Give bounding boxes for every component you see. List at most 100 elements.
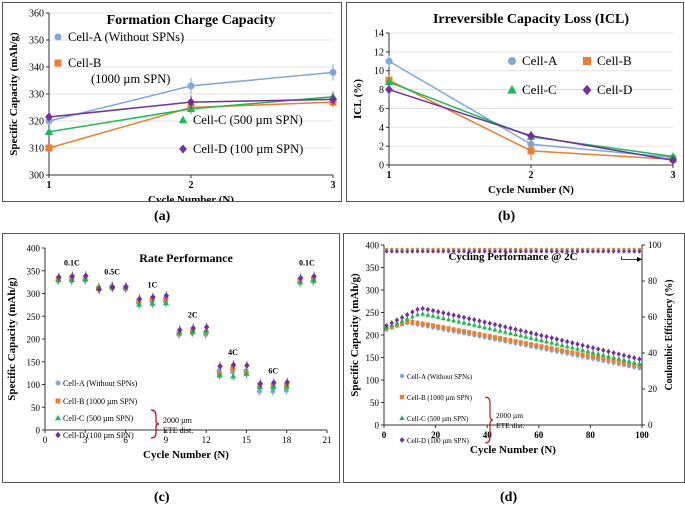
x-tick-label: 6: [123, 435, 128, 445]
legend: Cell-A Cell-B Cell-C Cell-D: [507, 53, 632, 97]
data-point: [595, 346, 601, 352]
data-point: [123, 283, 129, 290]
y-tick-label: 0: [375, 421, 380, 431]
data-point: [497, 328, 503, 333]
x-tick-label: 9: [164, 435, 169, 445]
data-point: [472, 317, 477, 323]
ce-arrowhead: [637, 256, 642, 262]
data-point: [487, 320, 492, 326]
data-point: [544, 339, 549, 344]
legend-marker: [55, 380, 61, 386]
legend-entry: Cell-A: [522, 53, 558, 68]
data-point: [637, 356, 642, 362]
data-point: [244, 362, 250, 369]
data-point: [564, 343, 570, 349]
data-point: [497, 323, 503, 329]
ce-point: [436, 249, 440, 254]
data-point: [271, 379, 277, 386]
data-point: [621, 352, 627, 358]
panel-formation-capacity: 300 310 320 330 340 350 360 1 2 3 Formation Charge…: [2, 2, 342, 206]
data-point: [580, 352, 585, 357]
data-point: [616, 351, 621, 357]
legend-marker: [399, 373, 405, 379]
data-point: [503, 324, 508, 330]
data-point: [595, 351, 601, 356]
x-tick-label: 3: [331, 180, 336, 191]
y-tick-label: 2: [379, 142, 384, 153]
ce-point: [575, 249, 580, 254]
y-tick-label: 50: [31, 403, 41, 413]
legend-note: 2000 µm: [496, 411, 523, 420]
data-point: [626, 358, 632, 363]
ce-point: [451, 249, 456, 254]
data-point: [284, 378, 290, 386]
rate-label: 0.1C: [64, 258, 80, 267]
x-tick-label: 20: [431, 430, 441, 440]
series-4: [45, 94, 337, 122]
y2-tick-label: 0: [648, 420, 653, 430]
y-tick-label: 12: [374, 47, 384, 58]
x-tick-label: 60: [534, 430, 544, 440]
y-tick-label: 10: [374, 66, 384, 77]
ce-point: [477, 249, 482, 254]
data-point: [440, 315, 446, 320]
data-point: [451, 327, 456, 332]
series-4: [56, 271, 317, 389]
data-point: [570, 340, 575, 346]
ce-point: [462, 249, 466, 254]
data-point: [518, 333, 524, 338]
data-point: [217, 363, 223, 370]
data-point: [425, 306, 431, 313]
legend-marker: [399, 394, 405, 400]
data-point: [565, 349, 570, 354]
x-axis-label: Cycle Number (N): [143, 449, 229, 461]
data-point: [149, 300, 156, 306]
legend-entry: Cell-B (1000 µm SPN): [63, 397, 138, 406]
legend-entry: Cell-A (Without SPNs): [63, 379, 138, 388]
data-point: [523, 341, 528, 346]
data-point: [297, 274, 304, 282]
data-point: [409, 314, 415, 319]
x-axis-label: Cycle Number (N): [470, 444, 556, 456]
series-4: [385, 83, 677, 165]
data-point: [177, 326, 183, 334]
data-point: [590, 354, 595, 359]
data-point: [527, 131, 535, 141]
y-tick-label: 8: [379, 85, 384, 96]
data-point: [456, 319, 462, 324]
data-point: [96, 286, 102, 293]
data-point: [467, 330, 472, 335]
y2-tick-label: 20: [648, 384, 658, 394]
data-point: [482, 319, 487, 325]
legend-entry: Cell-D (100 µm SPN): [193, 142, 303, 156]
y-axis-label: Specific Capacity (mAh/g): [6, 277, 18, 401]
y-tick-label: 50: [370, 398, 380, 408]
data-point: [554, 336, 560, 342]
data-point: [513, 331, 518, 337]
y2-tick-label: 40: [648, 348, 658, 358]
y-tick-label: 300: [27, 289, 41, 299]
series-1: [384, 320, 642, 371]
y-tick-label: 350: [366, 263, 380, 273]
data-point: [230, 361, 237, 369]
ce-point: [534, 249, 538, 254]
data-point: [502, 329, 508, 334]
legend-marker: [54, 33, 62, 41]
legend-marker: [179, 144, 187, 154]
data-point: [466, 316, 472, 322]
x-axis-label: Cycle Number (N): [148, 194, 234, 201]
data-point: [601, 347, 606, 353]
data-point: [451, 312, 456, 318]
data-point: [575, 346, 580, 351]
ce-point: [503, 249, 508, 254]
ce-point: [467, 249, 471, 254]
x-tick-label: 100: [635, 430, 649, 440]
legend-bracket: [484, 396, 494, 444]
data-point: [415, 306, 420, 312]
panel-rate-performance: 0 50 100 150 200 250 300 350 400 0 3 6 9 12 15 18 21 Rate…: [2, 233, 340, 483]
ce-point: [580, 249, 585, 254]
y-tick-label: 4: [379, 123, 384, 134]
legend-entry: Cell-A (Without SPNs): [407, 373, 473, 381]
